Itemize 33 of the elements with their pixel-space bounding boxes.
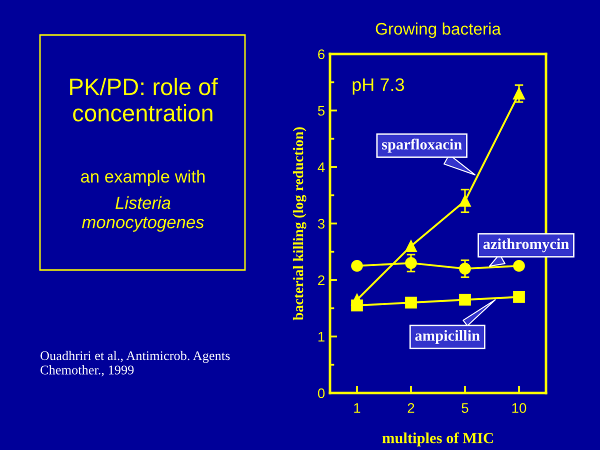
point — [351, 260, 363, 272]
y-axis-title: bacterial killing (log reduction) — [292, 127, 306, 320]
point — [513, 260, 525, 272]
text: Listeria monocytogenes — [82, 196, 204, 232]
x-tick-label: 10 — [512, 403, 526, 413]
point — [405, 257, 417, 269]
y-tick-label: 4 — [318, 162, 325, 172]
annotation: pH 7.3 — [352, 78, 404, 95]
x-axis-title: multiples of MIC — [382, 432, 493, 446]
text: an example with — [81, 170, 205, 186]
y-tick-label: 0 — [318, 388, 325, 398]
series-label: ampicillin — [415, 330, 480, 344]
text: Ouadhriri et al., Antimicrob. Agents Chemother., 1999 — [40, 350, 230, 376]
point — [513, 291, 525, 303]
y-tick-label: 5 — [318, 106, 325, 116]
point — [459, 294, 471, 306]
y-tick-label: 6 — [318, 49, 325, 60]
chart-title: Growing bacteria — [376, 22, 501, 38]
point — [405, 296, 417, 309]
point — [351, 300, 363, 312]
series-label: sparfloxacin — [382, 138, 462, 153]
point — [459, 194, 471, 207]
y-tick-label: 1 — [318, 332, 324, 342]
text: PK/PD: role of concentration — [70, 78, 218, 122]
point — [405, 240, 417, 252]
point — [459, 262, 471, 275]
y-tick-label: 3 — [318, 218, 325, 229]
point — [513, 88, 525, 100]
x-tick-label: 2 — [408, 403, 414, 413]
y-tick-label: 2 — [318, 275, 324, 286]
series-label: azithromycin — [483, 238, 569, 252]
x-tick-label: 1 — [354, 403, 360, 413]
x-tick-label: 5 — [462, 403, 468, 413]
